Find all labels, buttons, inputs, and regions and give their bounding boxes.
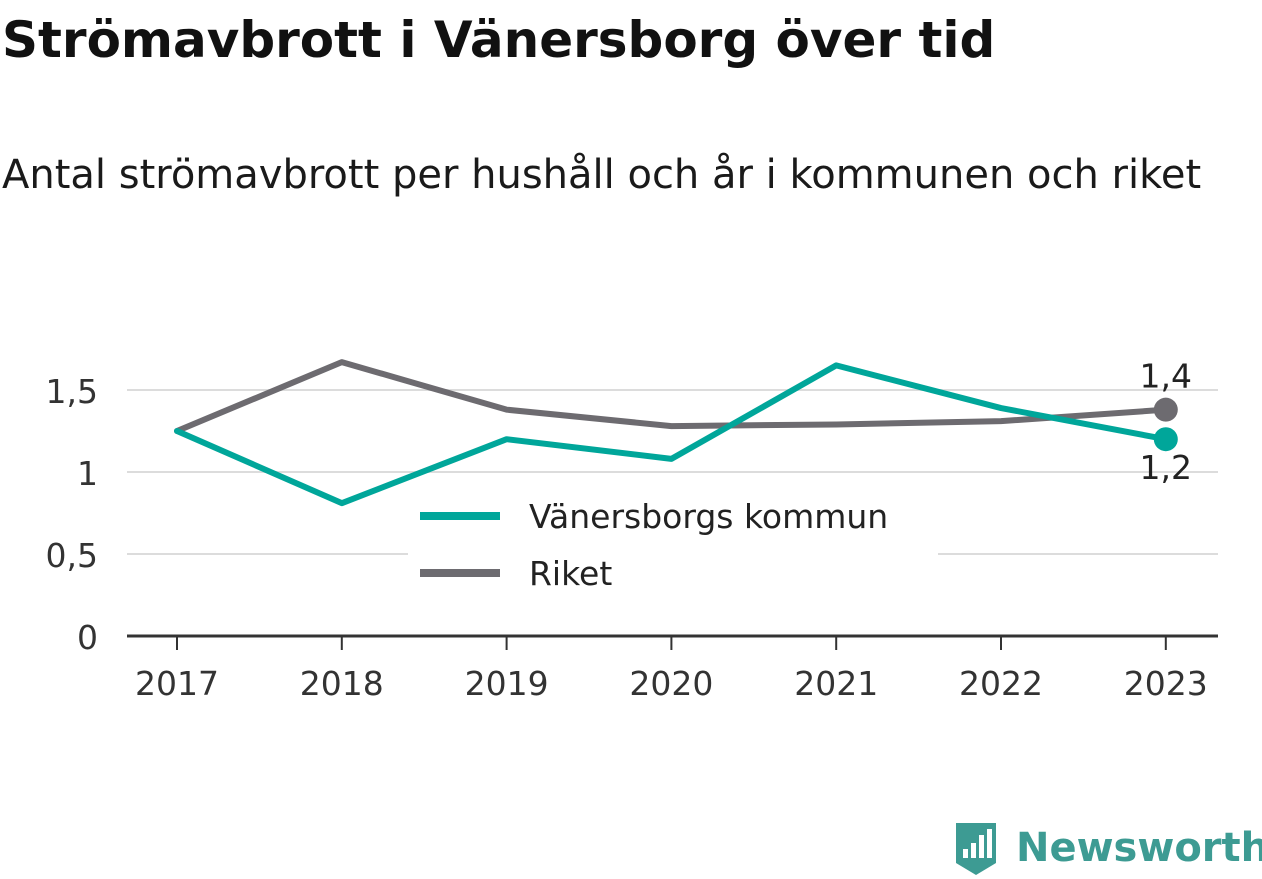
data-label-vanersborg: 1,2 (1140, 448, 1192, 487)
end-point-vanersborg (1153, 427, 1178, 452)
x-tick-label: 2017 (135, 664, 219, 703)
x-tick-label: 2022 (959, 664, 1043, 703)
brand-name: Newsworthy (1016, 825, 1262, 871)
x-tick-label: 2023 (1124, 664, 1208, 703)
series-line-riket (174, 359, 1169, 434)
y-tick-label: 0 (77, 618, 98, 657)
x-tick-label: 2021 (794, 664, 878, 703)
chart-title: Strömavbrott i Vänersborg över tid (2, 11, 996, 69)
legend-label: Vänersborgs kommun (529, 497, 888, 536)
x-tick-label: 2020 (629, 664, 713, 703)
legend-label: Riket (529, 554, 612, 593)
y-tick-label: 0,5 (46, 536, 98, 575)
x-tick-label: 2018 (300, 664, 384, 703)
legend-background (408, 488, 938, 608)
newsworthy-logo-icon (956, 823, 996, 875)
brand-logo: Newsworthy (952, 818, 1262, 878)
y-tick-label: 1,5 (46, 372, 98, 411)
series-line-vanersborg (174, 362, 1169, 507)
y-tick-label: 1 (77, 454, 98, 493)
chart-subtitle: Antal strömavbrott per hushåll och år i … (2, 152, 1202, 198)
data-label-riket: 1,4 (1140, 357, 1192, 396)
end-point-riket (1153, 397, 1178, 422)
x-tick-label: 2019 (465, 664, 549, 703)
